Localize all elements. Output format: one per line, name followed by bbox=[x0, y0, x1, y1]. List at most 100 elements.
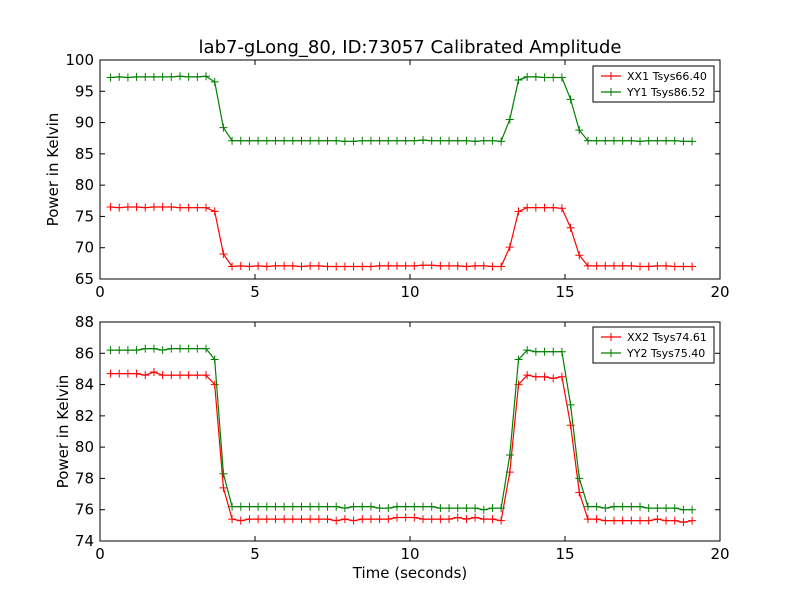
data-point bbox=[332, 136, 341, 145]
y-tick-label: 74 bbox=[75, 532, 94, 550]
data-point bbox=[193, 371, 202, 380]
data-point bbox=[384, 504, 393, 513]
data-point bbox=[323, 502, 332, 511]
data-point bbox=[254, 515, 263, 524]
data-point bbox=[401, 502, 410, 511]
data-point bbox=[557, 73, 566, 82]
data-point bbox=[401, 513, 410, 522]
data-point bbox=[679, 137, 688, 146]
y-tick-label: 85 bbox=[75, 145, 94, 163]
data-point bbox=[653, 261, 662, 270]
data-point bbox=[115, 203, 124, 212]
data-point bbox=[523, 72, 532, 81]
legend-label: YY1 Tsys86.52 bbox=[626, 86, 705, 99]
data-point bbox=[609, 136, 618, 145]
y-tick-label: 82 bbox=[75, 407, 94, 425]
legend-label: XX2 Tsys74.61 bbox=[627, 331, 707, 344]
data-point bbox=[583, 515, 592, 524]
data-point bbox=[288, 502, 297, 511]
data-point bbox=[688, 516, 697, 525]
data-point bbox=[557, 372, 566, 381]
data-point bbox=[236, 136, 245, 145]
data-point bbox=[662, 504, 671, 513]
data-point bbox=[384, 136, 393, 145]
data-point bbox=[314, 515, 323, 524]
data-point bbox=[193, 344, 202, 353]
data-point bbox=[167, 72, 176, 81]
data-point bbox=[627, 261, 636, 270]
y-axis-label: Power in Kelvin bbox=[44, 113, 62, 227]
x-tick-label: 5 bbox=[250, 283, 260, 301]
data-point bbox=[540, 203, 549, 212]
data-point bbox=[306, 502, 315, 511]
data-point bbox=[349, 262, 358, 271]
data-point bbox=[636, 137, 645, 146]
data-point bbox=[401, 136, 410, 145]
y-tick-label: 100 bbox=[65, 51, 94, 69]
data-point bbox=[340, 515, 349, 524]
data-point bbox=[193, 72, 202, 81]
data-point bbox=[149, 203, 158, 212]
data-point bbox=[167, 371, 176, 380]
data-point bbox=[436, 136, 445, 145]
data-point bbox=[575, 488, 584, 497]
data-point bbox=[193, 203, 202, 212]
data-point bbox=[531, 203, 540, 212]
data-point bbox=[228, 502, 237, 511]
data-point bbox=[505, 450, 514, 459]
data-point bbox=[184, 72, 193, 81]
data-point bbox=[427, 261, 436, 270]
data-point bbox=[488, 515, 497, 524]
data-point bbox=[314, 261, 323, 270]
data-point bbox=[575, 474, 584, 483]
data-point bbox=[609, 516, 618, 525]
data-point bbox=[314, 136, 323, 145]
data-point bbox=[123, 73, 132, 82]
data-point bbox=[497, 516, 506, 525]
data-point bbox=[688, 505, 697, 514]
data-point bbox=[644, 504, 653, 513]
bottom-panel: 0 5 10 15 20 74 76 78 80 82 84 86 88 Power in Kelvin T… bbox=[54, 313, 730, 582]
data-point bbox=[384, 515, 393, 524]
data-point bbox=[236, 261, 245, 270]
data-point bbox=[540, 372, 549, 381]
data-point bbox=[141, 371, 150, 380]
data-point bbox=[419, 136, 428, 145]
data-point bbox=[175, 344, 184, 353]
data-point bbox=[644, 262, 653, 271]
data-point bbox=[358, 502, 367, 511]
data-point bbox=[271, 515, 280, 524]
data-point bbox=[184, 203, 193, 212]
data-point bbox=[557, 347, 566, 356]
data-point bbox=[566, 95, 575, 104]
data-point bbox=[323, 515, 332, 524]
data-point bbox=[566, 223, 575, 232]
data-point bbox=[332, 502, 341, 511]
y-tick-label: 70 bbox=[75, 239, 94, 257]
data-point bbox=[366, 515, 375, 524]
x-tick-label: 10 bbox=[400, 545, 419, 563]
data-point bbox=[297, 136, 306, 145]
data-point bbox=[592, 136, 601, 145]
series-1 bbox=[106, 203, 697, 271]
data-point bbox=[436, 261, 445, 270]
data-point bbox=[401, 261, 410, 270]
data-point bbox=[670, 516, 679, 525]
data-point bbox=[627, 502, 636, 511]
data-point bbox=[410, 513, 419, 522]
data-point bbox=[175, 72, 184, 81]
data-point bbox=[280, 515, 289, 524]
data-point bbox=[427, 502, 436, 511]
data-point bbox=[141, 72, 150, 81]
data-point bbox=[141, 344, 150, 353]
series-1 bbox=[106, 368, 697, 527]
data-point bbox=[497, 262, 506, 271]
y-tick-label: 80 bbox=[75, 438, 94, 456]
data-point bbox=[167, 203, 176, 212]
data-point bbox=[123, 346, 132, 355]
y-tick-label: 78 bbox=[75, 469, 94, 487]
data-point bbox=[271, 502, 280, 511]
y-tick-label: 90 bbox=[75, 114, 94, 132]
data-point bbox=[575, 126, 584, 135]
data-point bbox=[627, 516, 636, 525]
